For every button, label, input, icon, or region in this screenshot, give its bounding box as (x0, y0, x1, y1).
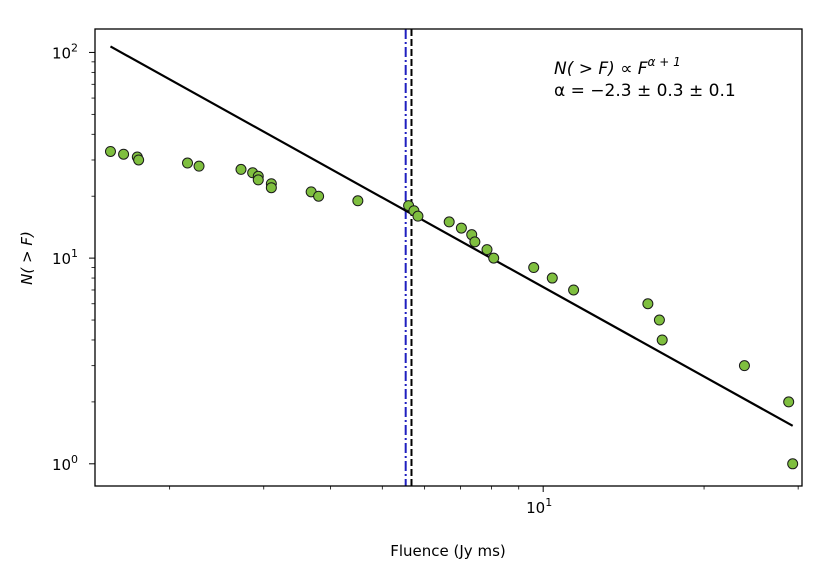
data-point (469, 236, 481, 248)
data-point (546, 272, 558, 284)
data-point (653, 314, 665, 326)
data-point (133, 154, 145, 166)
annotation-base: F (638, 59, 648, 79)
x-axis-label: Fluence (Jy ms) (390, 542, 505, 560)
data-point (642, 298, 654, 310)
y-tick-base: 10 (52, 456, 71, 474)
data-point (265, 182, 277, 194)
y-tick-base: 10 (52, 44, 71, 62)
data-point (443, 216, 455, 228)
annotation-rel: ∝ (615, 59, 638, 79)
y-axis-label: N( > F) (18, 231, 36, 285)
threshold-lines (404, 29, 413, 486)
data-point (252, 174, 264, 186)
x-tick-exponent: 1 (545, 496, 552, 509)
data-point (118, 148, 130, 160)
axis-ticks (89, 51, 799, 492)
data-point (488, 252, 500, 264)
y-tick-label: 102 (52, 41, 78, 62)
x-tick-label: 101 (526, 496, 552, 517)
data-point (352, 195, 364, 207)
x-tick-base: 10 (526, 499, 545, 517)
data-point (104, 145, 116, 157)
data-point (787, 458, 799, 470)
fit-annotation: N( > F) ∝ Fα + 1 α = −2.3 ± 0.3 ± 0.1 (554, 55, 736, 101)
y-tick-exponent: 1 (71, 247, 78, 260)
power-law-fit (109, 45, 794, 427)
fit-line (109, 45, 794, 427)
data-point (568, 284, 580, 296)
data-point (182, 157, 194, 169)
y-tick-exponent: 0 (71, 453, 78, 466)
annotation-line2: α = −2.3 ± 0.3 ± 0.1 (554, 81, 736, 101)
data-point (481, 244, 493, 256)
y-tick-label: 101 (52, 247, 78, 268)
data-point (235, 163, 247, 175)
data-point (313, 190, 325, 202)
annotation-line1: N( > F) ∝ Fα + 1 (554, 55, 681, 79)
data-point (528, 262, 540, 274)
y-tick-exponent: 2 (71, 41, 78, 54)
data-points (104, 145, 799, 470)
annotation-lhs: N( > F) (554, 59, 615, 79)
y-tick-label: 100 (52, 453, 78, 474)
data-point (412, 210, 424, 222)
data-point (656, 334, 668, 346)
plot-frame (94, 28, 803, 487)
data-point (738, 360, 750, 372)
data-point (455, 222, 467, 234)
data-point (193, 160, 205, 172)
y-tick-base: 10 (52, 250, 71, 268)
data-point (783, 396, 795, 408)
annotation-exponent: α + 1 (648, 55, 681, 69)
